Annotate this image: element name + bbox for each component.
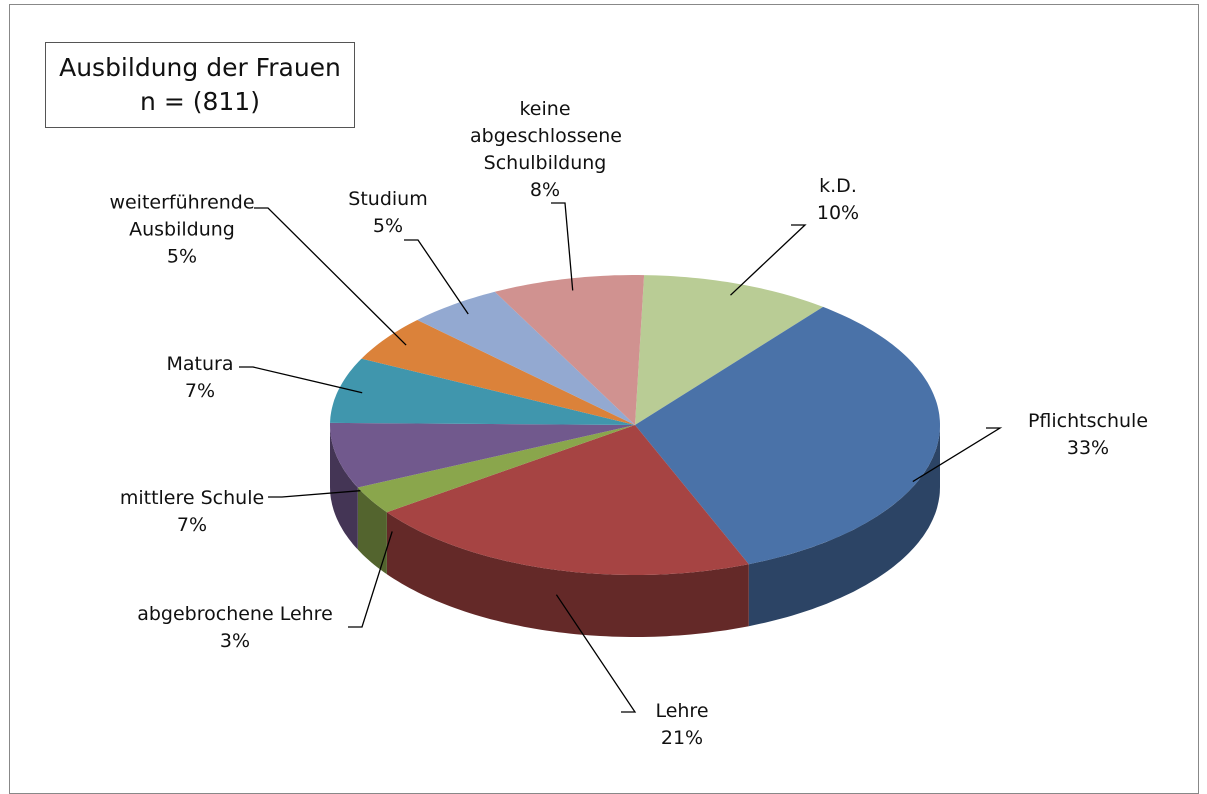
data-label: Studium 5% <box>328 186 448 240</box>
value-label: 5% <box>372 215 404 237</box>
data-label: keine abgeschlossene Schulbildung 8% <box>470 96 622 204</box>
category-label: Lehre <box>655 700 709 722</box>
slice-side <box>386 512 749 637</box>
slice <box>330 358 635 425</box>
slice <box>330 422 635 488</box>
value-label: 10% <box>816 202 860 224</box>
leader-line <box>268 490 361 498</box>
category-label: Studium <box>348 188 428 210</box>
data-label: weiterführende Ausbildung 5% <box>97 190 267 271</box>
data-label: Pflichtschule 33% <box>988 408 1188 462</box>
category-label: Pflichtschule <box>1027 410 1149 432</box>
value-label: 21% <box>660 727 704 749</box>
data-label: abgebrochene Lehre 3% <box>105 601 365 655</box>
slice <box>357 425 635 513</box>
data-label: Matura 7% <box>125 351 275 405</box>
slice <box>386 425 749 575</box>
category-label: Matura <box>166 353 234 375</box>
leader-line <box>404 239 469 315</box>
value-label: 7% <box>176 514 208 536</box>
chart-subtitle: n = (811) <box>140 87 260 116</box>
category-label: abgebrochene Lehre <box>137 603 333 625</box>
slice <box>494 275 645 425</box>
leader-line <box>730 224 807 296</box>
leader-line <box>555 594 637 713</box>
leader-line <box>912 427 1003 483</box>
value-label: 5% <box>166 245 198 268</box>
value-label: 3% <box>219 630 251 652</box>
slice-side <box>357 487 387 575</box>
data-label: mittlere Schule 7% <box>92 485 292 539</box>
value-label: 7% <box>184 380 216 402</box>
category-label: keine abgeschlossene Schulbildung <box>470 98 622 174</box>
slice <box>361 320 635 425</box>
slice-side <box>748 425 940 627</box>
data-label: Lehre 21% <box>622 698 742 752</box>
value-label: 8% <box>529 179 561 201</box>
leader-line <box>348 531 393 628</box>
category-label: weiterführende Ausbildung <box>109 191 255 241</box>
slice <box>635 306 940 565</box>
slice-side <box>330 425 358 550</box>
slice <box>417 291 635 425</box>
slice <box>635 275 824 425</box>
category-label: mittlere Schule <box>119 487 265 509</box>
leader-line <box>551 202 574 291</box>
value-label: 33% <box>1066 437 1110 459</box>
leader-line <box>239 366 363 394</box>
data-label: k.D. 10% <box>778 173 898 227</box>
title-box: Ausbildung der Frauen n = (811) <box>45 42 355 128</box>
category-label: k.D. <box>819 175 857 197</box>
chart-title: Ausbildung der Frauen <box>59 53 341 82</box>
leader-line <box>254 207 407 346</box>
